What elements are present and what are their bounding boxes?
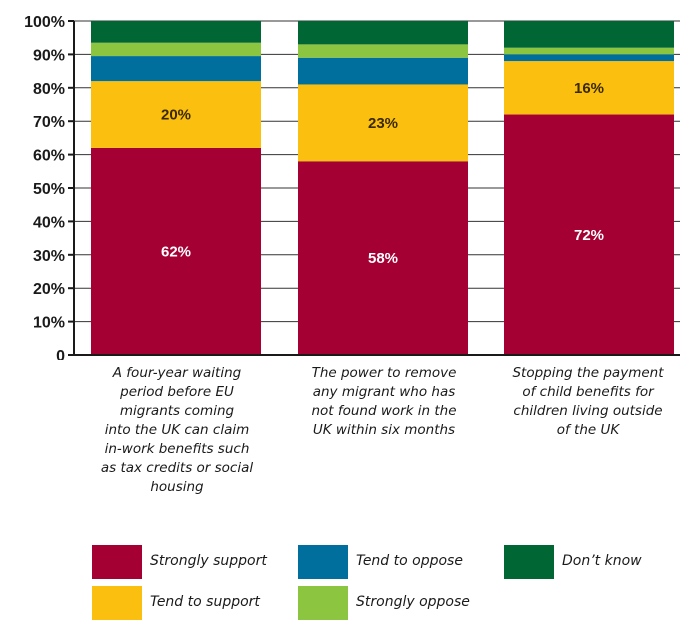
category-label-line: not found work in the	[311, 403, 457, 419]
bar-2-don-t-know	[298, 21, 468, 45]
category-label-line: UK within six months	[312, 422, 456, 438]
category-label-line: into the UK can claim	[104, 422, 250, 438]
legend-label: Don’t know	[562, 553, 642, 569]
stacked-bar-chart: 62% 20% 58% 23% 72% 16% 0 10% 20% 30% 40% 50% 60% 70…	[24, 14, 680, 360]
category-label-line: period before EU	[120, 384, 234, 400]
category-label-2: The power to remove any migrant who has no…	[296, 364, 472, 440]
legend-swatch	[504, 545, 554, 579]
category-label-line: housing	[150, 479, 204, 495]
category-label-1: A four-year waiting period before EU migra…	[89, 364, 265, 497]
category-label-line: of child benefits for	[522, 384, 654, 400]
bar-3-tend-to-support	[504, 61, 674, 115]
y-tick-label: 80%	[33, 81, 65, 98]
y-tick-label: 100%	[24, 14, 65, 31]
legend-swatch	[298, 545, 348, 579]
y-tick-label: 20%	[33, 281, 65, 298]
bar-1-strongly-support	[91, 147, 261, 355]
data-label-1-2: 20%	[161, 107, 191, 124]
category-label-line: of the UK	[556, 422, 620, 438]
data-label-2-1: 58%	[368, 250, 398, 267]
bar-2-strongly-oppose	[298, 44, 468, 58]
category-label-3: Stopping the payment of child benefits fo…	[500, 364, 676, 440]
data-label-3-2: 16%	[574, 80, 604, 97]
y-tick-label: 30%	[33, 248, 65, 265]
bar-1-don-t-know	[91, 21, 261, 43]
legend-label: Strongly oppose	[356, 594, 470, 610]
data-label-1-1: 62%	[161, 243, 191, 260]
bar-1-strongly-oppose	[91, 42, 261, 57]
y-tick-label: 90%	[33, 47, 65, 64]
y-tick-label: 40%	[33, 214, 65, 231]
category-label-line: migrants coming	[119, 403, 235, 419]
data-labels: 62% 20% 58% 23% 72% 16%	[161, 80, 604, 267]
legend-swatch	[92, 586, 142, 620]
bar-3-strongly-oppose	[504, 47, 674, 55]
bars	[91, 21, 674, 356]
y-tick-label: 0	[56, 348, 65, 360]
data-label-3-1: 72%	[574, 227, 604, 244]
category-label-line: children living outside	[513, 403, 663, 419]
y-tick-label: 50%	[33, 181, 65, 198]
category-label-line: any migrant who has	[312, 384, 456, 400]
bar-2-tend-to-oppose	[298, 57, 468, 85]
bar-1-tend-to-support	[91, 81, 261, 148]
bar-2-tend-to-support	[298, 84, 468, 162]
data-label-2-2: 23%	[368, 115, 398, 132]
bar-3-tend-to-oppose	[504, 54, 674, 62]
legend-label: Tend to oppose	[356, 553, 463, 569]
bar-2-strongly-support	[298, 161, 468, 355]
category-label-line: A four-year waiting	[112, 365, 242, 381]
category-label-line: in-work benefits such	[104, 441, 250, 457]
y-tick-label: 10%	[33, 315, 65, 332]
legend-label: Strongly support	[150, 553, 267, 569]
legend-swatch	[92, 545, 142, 579]
y-tick-label: 60%	[33, 148, 65, 165]
category-label-line: The power to remove	[311, 365, 457, 381]
category-label-line: as tax credits or social	[100, 460, 254, 476]
legend-label: Tend to support	[150, 594, 260, 610]
y-tick-label: 70%	[33, 114, 65, 131]
y-axis: 0 10% 20% 30% 40% 50% 60% 70% 80% 90% 100%	[24, 14, 680, 360]
category-label-line: Stopping the payment	[512, 365, 664, 381]
bar-1-tend-to-oppose	[91, 56, 261, 82]
bar-3-don-t-know	[504, 21, 674, 48]
bar-3-strongly-support	[504, 114, 674, 356]
legend-swatch	[298, 586, 348, 620]
